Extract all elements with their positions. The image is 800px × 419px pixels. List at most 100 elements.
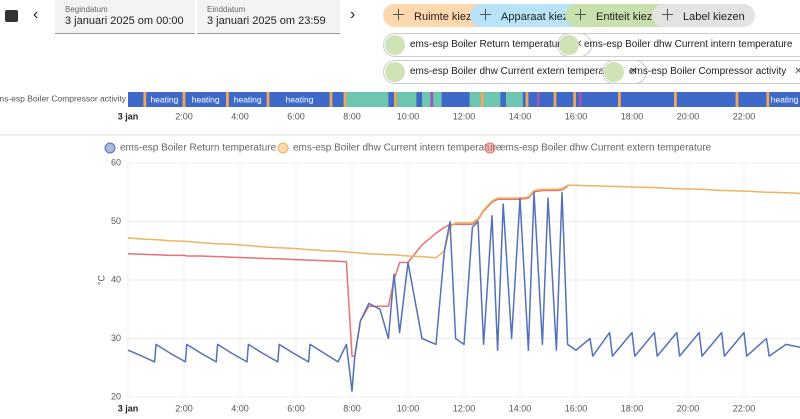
- x-tick-label: 22:00: [733, 403, 756, 413]
- plus-icon: ＋: [478, 7, 494, 24]
- timeline-segment: [396, 92, 417, 107]
- x-tick-label: 6:00: [287, 403, 305, 413]
- timeline-segment: [266, 92, 270, 107]
- entity-name: ems-esp Boiler Compressor activity: [629, 66, 787, 77]
- timeline-base: [128, 92, 800, 107]
- state-label: heating: [771, 94, 799, 104]
- end-value: 3 januari 2025 om 23:59: [207, 15, 326, 27]
- series-line: [127, 184, 800, 259]
- timeline-segment: [735, 92, 739, 107]
- timeline-x-tick-label: 2:00: [175, 111, 193, 121]
- timeline-segment: [766, 92, 770, 107]
- filter-button[interactable]: ＋ Entiteit kiezen: [565, 4, 675, 27]
- x-tick-label: 20:00: [677, 403, 700, 413]
- remove-icon[interactable]: ✕: [629, 66, 638, 77]
- timeline-segment: [226, 92, 229, 107]
- remove-icon[interactable]: ✕: [794, 66, 800, 77]
- x-tick-label: 10:00: [397, 403, 420, 413]
- legend-marker: [277, 142, 289, 154]
- entity-icon: [385, 62, 405, 82]
- y-tick-label: 60: [111, 157, 121, 167]
- legend-entry: ems-esp Boiler Return temperature: [120, 143, 277, 154]
- timeline-segment: [674, 92, 677, 107]
- timeline-x-tick-label: 6:00: [287, 111, 305, 121]
- x-tick-label: 8:00: [343, 403, 361, 413]
- timeline-x-tick-label: 16:00: [565, 111, 588, 121]
- plus-icon: ＋: [660, 7, 676, 24]
- timeline-segment: [525, 92, 529, 107]
- state-label: heating: [234, 94, 262, 104]
- timeline-x-tick-label: 10:00: [397, 111, 420, 121]
- timeline-segment: [430, 92, 434, 107]
- entity-chip[interactable]: ems-esp Boiler dhw Current extern temper…: [383, 60, 647, 84]
- entity-name: ems-esp Boiler dhw Current extern temper…: [410, 66, 622, 77]
- legend-entry: ems-esp Boiler dhw Current intern temper…: [293, 143, 502, 154]
- timeline-label: ems-esp Boiler Compressor activity: [0, 93, 127, 103]
- y-axis-label: °C: [96, 274, 106, 285]
- plus-icon: ＋: [573, 7, 589, 24]
- state-label: heating: [150, 94, 178, 104]
- filter-button[interactable]: ＋ Apparaat kiezen: [470, 4, 591, 27]
- next-button[interactable]: ›: [350, 6, 356, 23]
- y-tick-label: 40: [111, 274, 121, 284]
- y-tick-label: 50: [111, 216, 121, 226]
- timeline-x-tick-label: 3 jan: [118, 111, 139, 121]
- plus-icon: ＋: [391, 7, 407, 24]
- x-tick-label: 2:00: [175, 403, 193, 413]
- filter-text: Label kiezen: [683, 11, 745, 23]
- timeline-x-tick-label: 14:00: [509, 111, 532, 121]
- filter-button[interactable]: ＋ Label kiezen: [652, 4, 755, 27]
- state-label: heating: [286, 94, 314, 104]
- end-label: Einddatum: [207, 5, 246, 14]
- timeline-segment: [346, 92, 389, 107]
- entity-chip[interactable]: ems-esp Boiler dhw Current intern temper…: [557, 33, 800, 57]
- filter-button[interactable]: ＋ Ruimte kiezen: [383, 4, 494, 27]
- date-start[interactable]: Begindatum 3 januari 2025 om 00:00: [55, 0, 195, 34]
- x-tick-label: 14:00: [509, 403, 532, 413]
- entity-name: ems-esp Boiler Return temperature: [410, 39, 567, 50]
- legend-marker: [104, 142, 116, 154]
- timeline-segment: [506, 92, 523, 107]
- prev-button[interactable]: ‹: [33, 6, 39, 23]
- timeline-segment: [182, 92, 186, 107]
- timeline-x-tick-label: 4:00: [231, 111, 249, 121]
- start-value: 3 januari 2025 om 00:00: [65, 15, 184, 27]
- legend-marker: [484, 142, 496, 154]
- entity-icon: [559, 35, 579, 55]
- start-label: Begindatum: [65, 5, 108, 14]
- date-end[interactable]: Einddatum 3 januari 2025 om 23:59: [197, 0, 340, 34]
- timeline-segment: [394, 92, 397, 107]
- x-tick-label: 4:00: [231, 403, 249, 413]
- timeline-segment: [343, 92, 347, 107]
- timeline-segment: [469, 92, 501, 107]
- timeline-segment: [480, 92, 484, 107]
- timeline-segment: [578, 92, 582, 107]
- entity-icon: [604, 62, 624, 82]
- timeline-x-tick-label: 20:00: [677, 111, 700, 121]
- timeline-segment: [553, 92, 557, 107]
- timeline-x-tick-label: 8:00: [343, 111, 361, 121]
- calendar-icon[interactable]: [5, 10, 18, 22]
- y-tick-label: 30: [111, 333, 121, 343]
- entity-name: ems-esp Boiler dhw Current intern temper…: [584, 39, 793, 50]
- timeline-segment: [329, 92, 333, 107]
- filter-text: Entiteit kiezen: [596, 11, 665, 23]
- filter-text: Apparaat kiezen: [501, 11, 581, 23]
- timeline-x-tick-label: 18:00: [621, 111, 644, 121]
- entity-icon: [385, 35, 405, 55]
- filter-text: Ruimte kiezen: [414, 11, 484, 23]
- timeline-x-tick-label: 22:00: [733, 111, 756, 121]
- timeline-segment: [618, 92, 621, 107]
- entity-chip[interactable]: ems-esp Boiler Compressor activity ✕: [602, 60, 800, 84]
- x-tick-label: 16:00: [565, 403, 588, 413]
- legend-entry: ems-esp Boiler dhw Current extern temper…: [500, 143, 712, 154]
- series-line: [127, 185, 568, 357]
- y-tick-label: 20: [111, 391, 121, 401]
- timeline-segment: [143, 92, 147, 107]
- timeline-segment: [573, 92, 576, 107]
- x-tick-label: 12:00: [453, 403, 476, 413]
- x-tick-label: 3 jan: [118, 403, 139, 413]
- x-tick-label: 18:00: [621, 403, 644, 413]
